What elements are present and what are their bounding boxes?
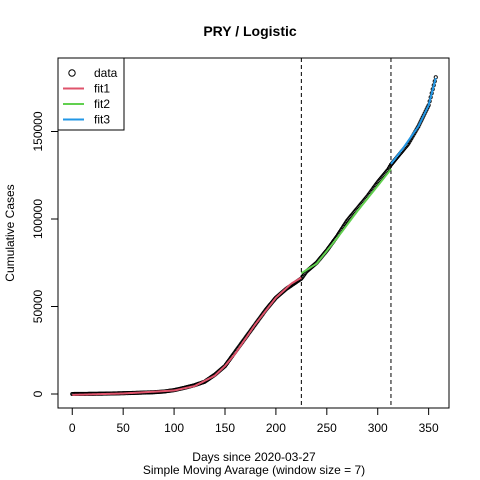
x-tick-label: 0 bbox=[69, 421, 76, 435]
x-axis-label: Days since 2020-03-27 bbox=[192, 450, 316, 464]
x-axis-sublabel: Simple Moving Avarage (window size = 7) bbox=[143, 463, 365, 477]
chart-title: PRY / Logistic bbox=[203, 23, 297, 39]
legend-label-fit3: fit3 bbox=[94, 113, 110, 127]
legend-symbol-data bbox=[68, 69, 76, 77]
x-tick-label: 350 bbox=[419, 421, 439, 435]
legend-box bbox=[57, 57, 125, 131]
series-line-fit1 bbox=[72, 276, 302, 396]
x-tick-label: 150 bbox=[215, 421, 235, 435]
x-tick-label: 200 bbox=[266, 421, 286, 435]
x-tick-label: 50 bbox=[116, 421, 130, 435]
x-tick-label: 250 bbox=[317, 421, 337, 435]
y-axis-label: Cumulative Cases bbox=[3, 184, 17, 281]
legend-label-fit1: fit1 bbox=[94, 82, 110, 96]
y-tick-label: 150000 bbox=[31, 111, 45, 151]
legend-label-data: data bbox=[94, 66, 118, 80]
y-tick-label: 100000 bbox=[31, 199, 45, 239]
x-axis: 0 50 100 150 200 250 300 350 bbox=[69, 408, 439, 435]
legend-label-fit2: fit2 bbox=[94, 97, 110, 111]
series-line-fit3 bbox=[390, 77, 437, 165]
plot-area bbox=[70, 58, 438, 408]
x-tick-label: 300 bbox=[368, 421, 388, 435]
x-tick-label: 100 bbox=[164, 421, 184, 435]
plot-frame bbox=[57, 57, 450, 409]
y-tick-label: 0 bbox=[31, 390, 45, 397]
series-line-fit2 bbox=[300, 168, 392, 275]
y-tick-label: 50000 bbox=[31, 289, 45, 323]
y-axis: 0 50000 100000 150000 bbox=[31, 111, 58, 397]
